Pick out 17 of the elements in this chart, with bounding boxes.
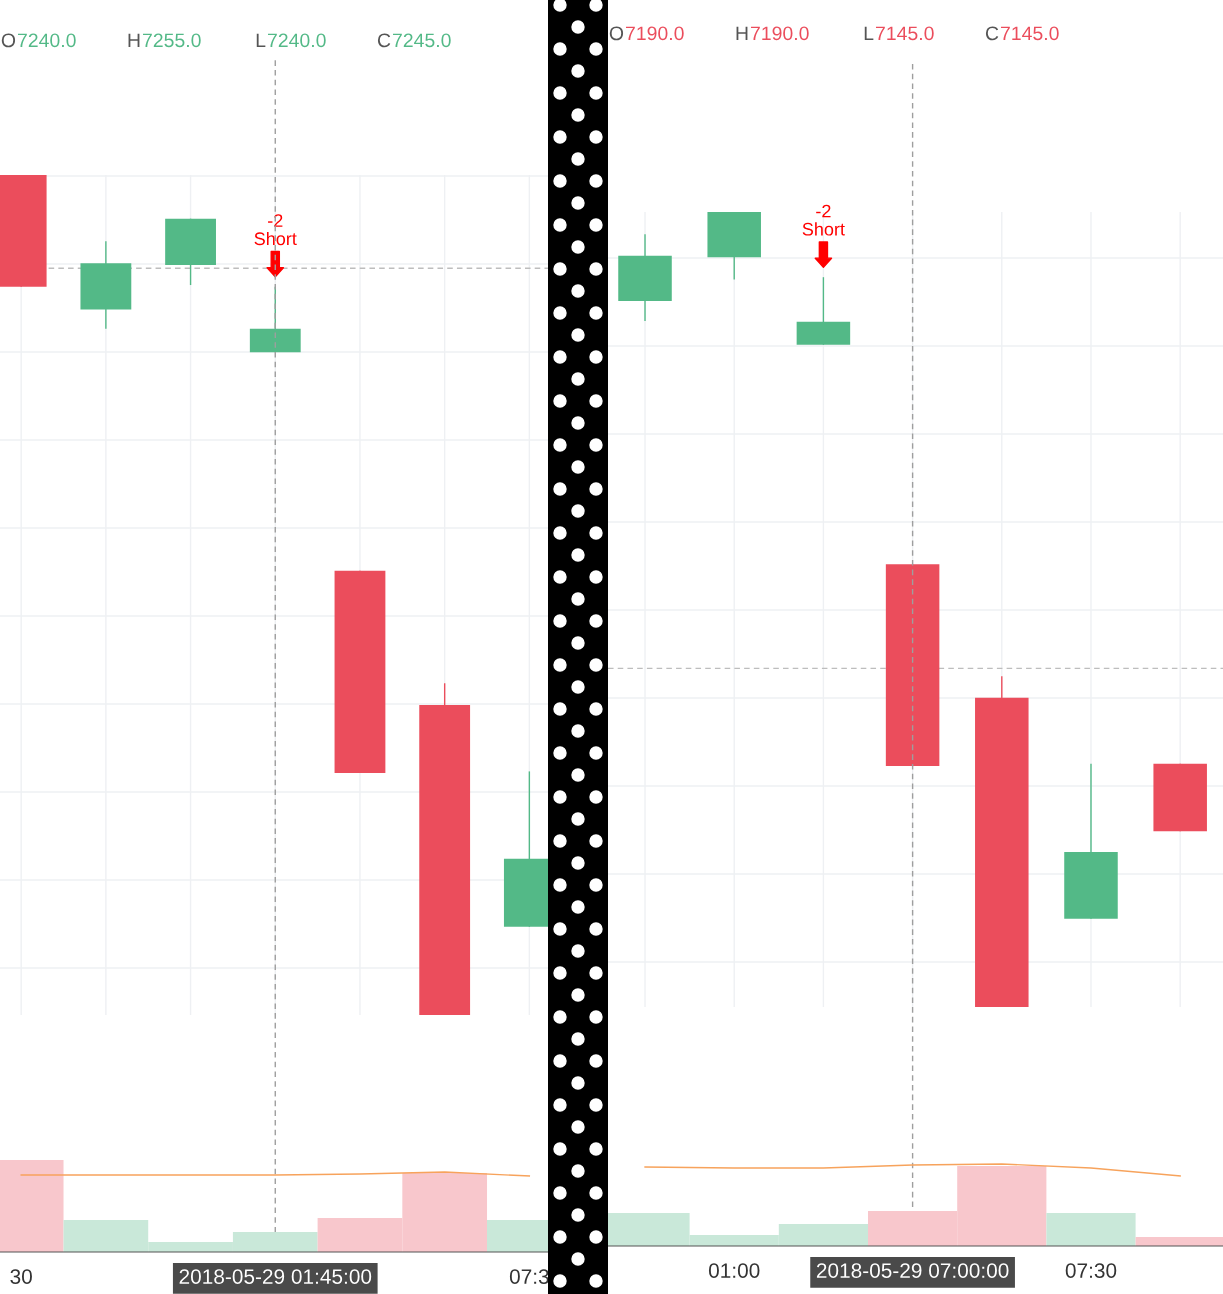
text: O7190.0: [609, 26, 684, 41]
x-tick-label: 30: [10, 1269, 32, 1284]
x-tick-label: 07:30: [1065, 1263, 1117, 1278]
text: L7145.0: [864, 26, 934, 41]
text: C7145.0: [985, 26, 1059, 41]
x-tick-label: 2018-05-29 01:45:00: [179, 1269, 372, 1284]
text: O7240.0: [1, 33, 76, 48]
annotation: -2 Short: [802, 204, 845, 236]
text: H7190.0: [736, 26, 809, 41]
text: L7240.0: [256, 33, 326, 48]
x-tick-label: 07:3: [509, 1269, 549, 1284]
text: C7245.0: [377, 33, 451, 48]
text: H7255.0: [128, 33, 201, 48]
x-tick-label: 01:00: [708, 1263, 760, 1278]
x-tick-label: 2018-05-29 07:00:00: [816, 1263, 1009, 1278]
annotation: -2 Short: [254, 214, 297, 246]
bar: [1046, 1213, 1136, 1246]
